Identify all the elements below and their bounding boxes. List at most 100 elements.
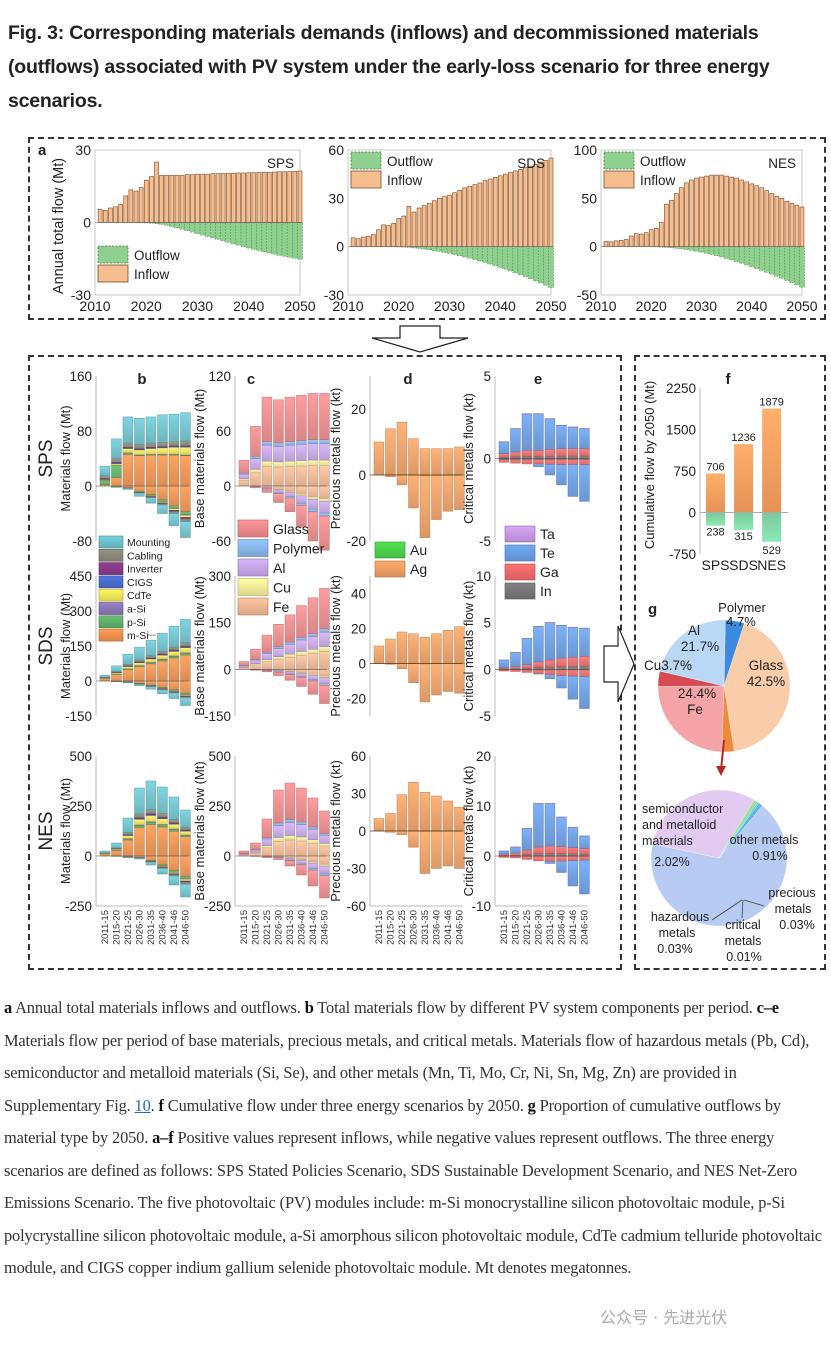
legend-label-Glass: Glass	[273, 521, 309, 537]
y-tick-label: 50	[581, 190, 597, 206]
legend-label-a-Si: a-Si	[127, 604, 146, 616]
pie-label-glass: Glass	[749, 658, 784, 673]
outflow-bar	[215, 222, 221, 240]
bar-segment-Ga	[544, 659, 556, 668]
bar-segment-Mounting	[168, 692, 180, 699]
y-tick-label: -60	[211, 534, 231, 549]
bar-segment-Ga	[510, 669, 521, 672]
x-category-label: 2036-40	[556, 910, 567, 945]
bar-segment-m-Si	[122, 839, 134, 857]
inflow-bar	[416, 207, 422, 247]
bar-segment-Ag	[431, 633, 442, 664]
bar-segment-Te	[579, 859, 590, 895]
bar-segment-Ga	[498, 669, 510, 672]
legend-swatch-Cu	[237, 578, 269, 596]
bar-segment-CdTe	[180, 830, 191, 836]
bar-segment-Cabling	[111, 457, 122, 463]
caption-text: Positive values represent inflows, while…	[4, 1128, 822, 1277]
outflow-bar	[758, 246, 765, 271]
inflow-bar	[97, 208, 103, 223]
bar-segment-Mounting	[134, 492, 145, 497]
inflow-bar	[426, 202, 432, 247]
outflow-bar	[492, 246, 499, 266]
outflow-bar	[163, 222, 170, 226]
pie-label-cu: Cu3.7%	[644, 658, 692, 673]
legend-swatch-outflow	[97, 245, 129, 264]
bar-segment-Te	[544, 622, 556, 661]
y-tick-label: 0	[483, 849, 491, 864]
bar-segment-Al	[307, 862, 319, 869]
bar-segment-Te	[567, 464, 579, 497]
bar-segment-Ag	[442, 630, 454, 664]
pie-connector-arrow	[720, 739, 725, 771]
bar-segment-Ag	[419, 792, 431, 831]
legend-label-Fe: Fe	[273, 599, 290, 615]
legend-label-CIGS: CIGS	[127, 577, 153, 589]
bar-segment-In	[556, 853, 567, 857]
y-axis-label-e: Critical metals flow (kt)	[461, 393, 476, 524]
inflow-bar	[704, 175, 709, 247]
outflow-bar	[734, 512, 754, 530]
bar-segment-Mounting	[111, 842, 122, 849]
y-tick-label: 5	[483, 616, 491, 631]
bar-segment-Ga	[544, 845, 556, 854]
inflow-bar	[220, 173, 226, 223]
legend-swatch-outflow	[603, 151, 635, 170]
panels-fg-frame	[634, 355, 826, 970]
x-category-label: 2026-30	[533, 910, 544, 945]
bar-segment-p-Si	[111, 465, 122, 478]
outflow-bar	[266, 222, 273, 254]
outflow-bar	[256, 222, 262, 251]
scenario-label: NES	[768, 156, 796, 171]
inflow-bar	[749, 183, 755, 247]
inflow-bar	[452, 192, 457, 247]
pie-label-semi-2: and metalloid	[642, 818, 716, 832]
bar-segment-Glass	[273, 789, 284, 824]
bar-segment-p-Si	[168, 505, 180, 509]
bar-segment-Ga	[544, 449, 556, 457]
pie-slice	[723, 623, 791, 752]
bar-segment-Mounting	[180, 809, 191, 828]
inflow-bar	[297, 170, 303, 223]
inflow-bar	[184, 174, 190, 223]
legend-label-m-Si: m-Si	[127, 630, 149, 642]
outflow-bar	[466, 246, 473, 259]
bar-segment-Al	[284, 671, 296, 675]
legend-label-outflow: Outflow	[134, 248, 180, 263]
y-axis-label-b: Materials flow (Mt)	[58, 593, 73, 699]
bar-segment-Cabling	[145, 442, 157, 448]
outflow-bar	[169, 222, 175, 227]
figure-caption: a Annual total materials inflows and out…	[4, 992, 830, 1285]
bar-segment-Ag	[396, 421, 408, 475]
bar-segment-Te	[556, 816, 567, 847]
bar-segment-CdTe	[168, 651, 180, 657]
bar-segment-Mounting	[157, 868, 168, 875]
bar-segment-Ag	[431, 795, 442, 831]
bar-segment-CdTe	[145, 815, 157, 822]
bar-segment-Mounting	[134, 646, 145, 661]
bar-segment-Mounting	[180, 884, 191, 898]
bar-segment-Glass	[238, 661, 250, 666]
y-tick-label: -50	[577, 287, 597, 303]
outflow-bar	[527, 246, 534, 280]
bar-segment-m-Si	[180, 485, 191, 513]
inflow-bar	[674, 193, 679, 247]
inflow-bar	[277, 171, 282, 223]
bar-segment-Ga	[567, 656, 579, 667]
y-tick-label: 10	[476, 799, 491, 814]
inflow-bar	[628, 235, 634, 247]
bar-segment-Fe	[273, 841, 284, 857]
x-category-label: 2011-15	[239, 910, 250, 944]
x-tick-label: 2050	[284, 298, 315, 314]
bar-segment-Fe	[307, 653, 319, 670]
y-tick-label: 500	[208, 749, 231, 764]
y-tick-label: 500	[69, 749, 92, 764]
bar-segment-Te	[567, 627, 579, 658]
data-label-outflow: 529	[762, 545, 780, 557]
bar-segment-Mounting	[180, 618, 191, 643]
bar-segment-Cabling	[134, 659, 145, 663]
y-tick-label: -30	[324, 287, 344, 303]
outflow-bar	[688, 246, 695, 251]
pie-label-precious-2: metals	[775, 902, 812, 916]
supplementary-fig-link[interactable]: 10	[134, 1095, 151, 1115]
